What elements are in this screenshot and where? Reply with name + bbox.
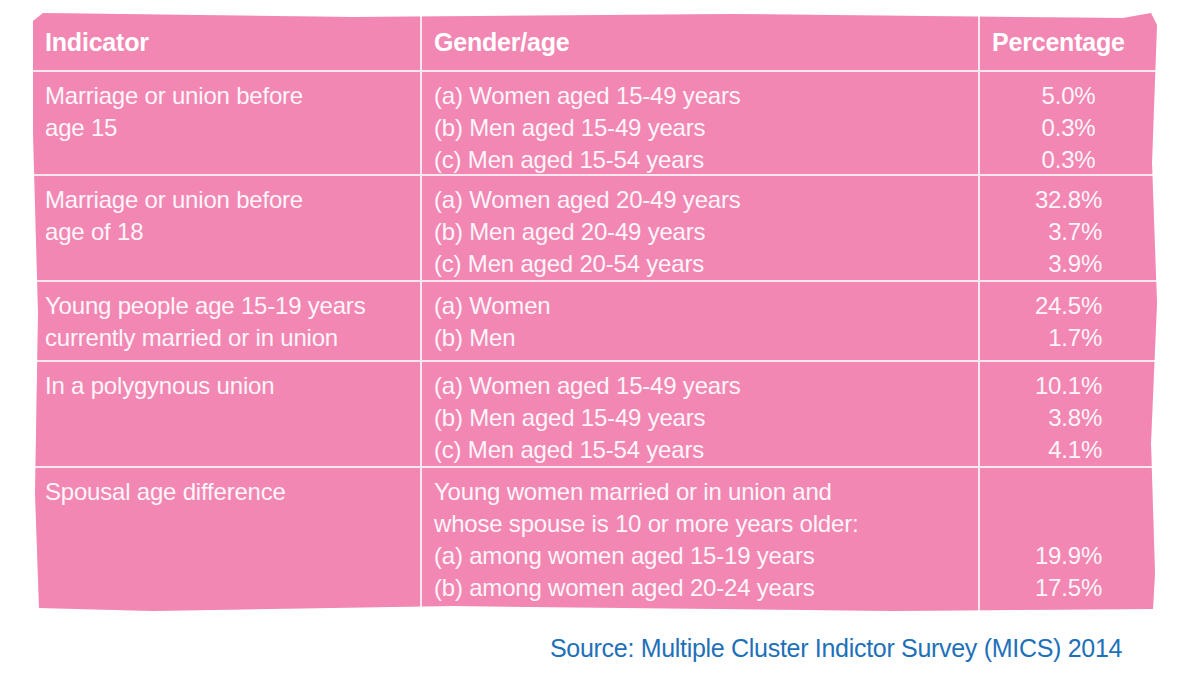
- percentage-value: [1035, 508, 1102, 540]
- source-caption: Source: Multiple Cluster Indictor Survey…: [550, 634, 1122, 663]
- percentage-value: 19.9%: [1035, 540, 1102, 572]
- percentage-values: 32.8% 3.7% 3.9%: [1035, 184, 1102, 280]
- percentage-value: 5.0%: [1042, 80, 1096, 112]
- gender-age-cell: (a) Women aged 15-49 years (b) Men aged …: [422, 72, 978, 174]
- cell-line: (b) among women aged 20-24 years: [434, 572, 966, 604]
- cell-line: (c) Men aged 15-54 years: [434, 144, 966, 176]
- column-header-indicator: Indicator: [33, 13, 420, 70]
- indicator-cell: In a polygynous union: [33, 362, 420, 466]
- cell-line: (a) among women aged 15-19 years: [434, 540, 966, 572]
- cell-line: (a) Women aged 20-49 years: [434, 184, 966, 216]
- indicator-cell: Spousal age difference: [33, 468, 420, 611]
- percentage-value: 1.7%: [1035, 322, 1102, 354]
- percentage-value: 3.7%: [1035, 216, 1102, 248]
- percentage-value: 4.1%: [1035, 434, 1102, 466]
- cell-line: age 15: [45, 112, 408, 144]
- cell-line: In a polygynous union: [45, 370, 408, 402]
- column-header-label: Gender/age: [434, 26, 966, 58]
- cell-line: currently married or in union: [45, 322, 408, 354]
- cell-line: (a) Women aged 15-49 years: [434, 370, 966, 402]
- cell-line: (a) Women: [434, 290, 966, 322]
- percentage-cell: 32.8% 3.7% 3.9%: [980, 176, 1157, 280]
- percentage-values: 10.1% 3.8% 4.1%: [1035, 370, 1102, 466]
- percentage-value: 24.5%: [1035, 290, 1102, 322]
- cell-line: (b) Men: [434, 322, 966, 354]
- cell-line: Marriage or union before: [45, 80, 408, 112]
- cell-line: (b) Men aged 15-49 years: [434, 402, 966, 434]
- cell-line: (a) Women aged 15-49 years: [434, 80, 966, 112]
- gender-age-cell: (a) Women aged 20-49 years (b) Men aged …: [422, 176, 978, 280]
- percentage-value: 10.1%: [1035, 370, 1102, 402]
- cell-line: age of 18: [45, 216, 408, 248]
- percentage-cell: 5.0% 0.3% 0.3%: [980, 72, 1157, 174]
- indicator-cell: Young people age 15-19 years currently m…: [33, 282, 420, 360]
- percentage-values: 5.0% 0.3% 0.3%: [1042, 80, 1096, 176]
- percentage-cell: 24.5% 1.7%: [980, 282, 1157, 360]
- column-header-gender-age: Gender/age: [422, 13, 978, 70]
- percentage-value: 0.3%: [1042, 112, 1096, 144]
- cell-line: Young people age 15-19 years: [45, 290, 408, 322]
- cell-line: (b) Men aged 15-49 years: [434, 112, 966, 144]
- indicator-cell: Marriage or union before age of 18: [33, 176, 420, 280]
- percentage-value: 0.3%: [1042, 144, 1096, 176]
- cell-line: Spousal age difference: [45, 476, 408, 508]
- statistics-table: Indicator Gender/age Percentage Marriage…: [33, 13, 1157, 611]
- column-header-label: Indicator: [45, 26, 408, 58]
- gender-age-cell: Young women married or in union and whos…: [422, 468, 978, 611]
- cell-line: (c) Men aged 15-54 years: [434, 434, 966, 466]
- percentage-values: 19.9% 17.5%: [1035, 476, 1102, 604]
- indicator-cell: Marriage or union before age 15: [33, 72, 420, 174]
- percentage-values: 24.5% 1.7%: [1035, 290, 1102, 354]
- percentage-value: 3.9%: [1035, 248, 1102, 280]
- percentage-cell: 10.1% 3.8% 4.1%: [980, 362, 1157, 466]
- column-header-label: Percentage: [992, 26, 1145, 58]
- cell-line: (b) Men aged 20-49 years: [434, 216, 966, 248]
- cell-line: Young women married or in union and: [434, 476, 966, 508]
- percentage-cell: 19.9% 17.5%: [980, 468, 1157, 611]
- gender-age-cell: (a) Women (b) Men: [422, 282, 978, 360]
- cell-line: whose spouse is 10 or more years older:: [434, 508, 966, 540]
- percentage-value: 3.8%: [1035, 402, 1102, 434]
- cell-line: Marriage or union before: [45, 184, 408, 216]
- percentage-value: 32.8%: [1035, 184, 1102, 216]
- cell-line: (c) Men aged 20-54 years: [434, 248, 966, 280]
- column-header-percentage: Percentage: [980, 13, 1157, 70]
- percentage-value: 17.5%: [1035, 572, 1102, 604]
- percentage-value: [1035, 476, 1102, 508]
- gender-age-cell: (a) Women aged 15-49 years (b) Men aged …: [422, 362, 978, 466]
